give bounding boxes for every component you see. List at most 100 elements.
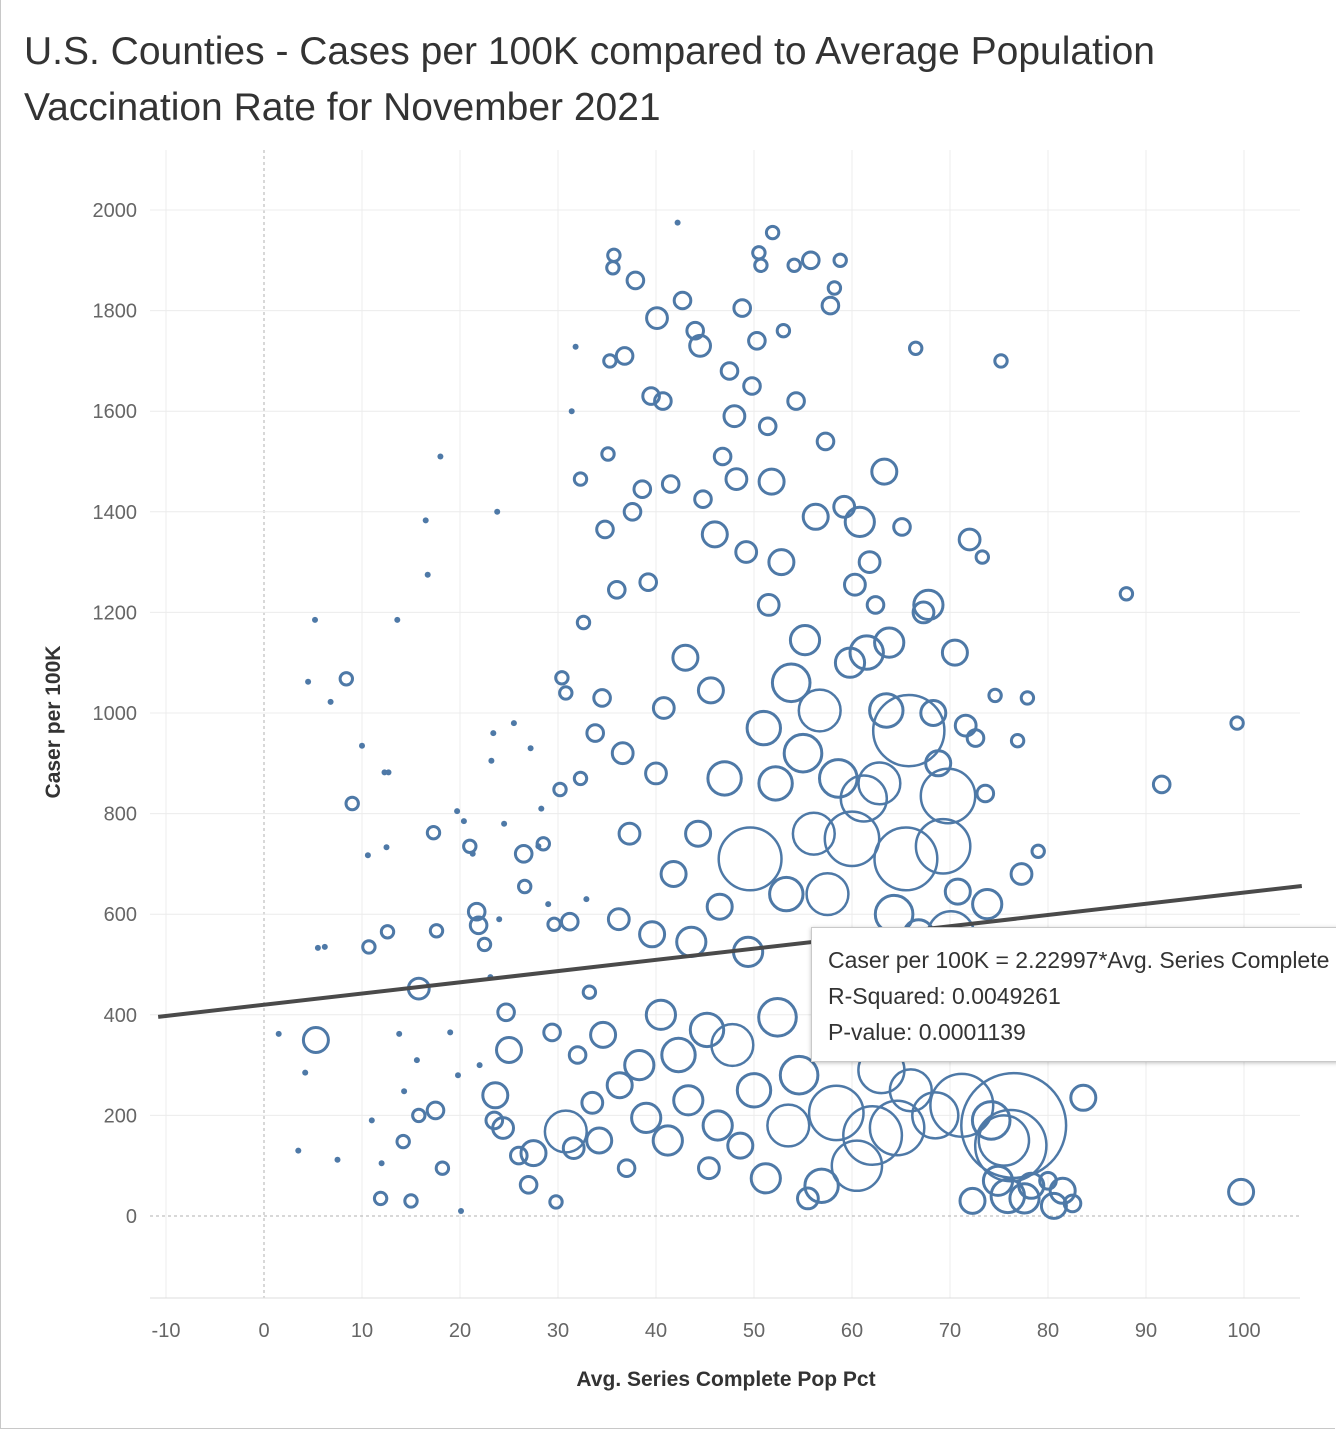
data-point[interactable] [572, 770, 589, 787]
data-point[interactable] [973, 1108, 1048, 1183]
data-point[interactable] [786, 257, 802, 273]
data-point[interactable] [622, 502, 643, 522]
data-point[interactable] [568, 408, 575, 415]
data-point[interactable] [911, 1091, 960, 1140]
data-point[interactable] [605, 1071, 634, 1100]
data-point[interactable] [581, 984, 598, 1000]
data-point[interactable] [379, 924, 396, 940]
data-point[interactable] [638, 920, 667, 949]
data-point[interactable] [614, 346, 635, 366]
data-point[interactable] [1008, 1182, 1041, 1215]
data-point[interactable] [908, 340, 924, 356]
data-point[interactable] [865, 595, 886, 615]
data-point[interactable] [437, 453, 444, 460]
data-point[interactable] [422, 517, 429, 524]
data-point[interactable] [688, 333, 712, 358]
data-point[interactable] [857, 550, 882, 574]
data-point[interactable] [623, 1049, 656, 1082]
data-point[interactable] [807, 1084, 865, 1142]
data-point[interactable] [749, 1162, 782, 1195]
data-point[interactable] [660, 1036, 697, 1074]
data-point[interactable] [535, 836, 551, 852]
data-point[interactable] [832, 252, 848, 268]
data-point[interactable] [509, 1145, 529, 1166]
data-point[interactable] [911, 600, 936, 625]
data-point[interactable] [606, 247, 622, 264]
data-point[interactable] [644, 998, 678, 1031]
data-point[interactable] [803, 1167, 840, 1205]
data-point[interactable] [538, 805, 545, 812]
data-point[interactable] [1069, 1083, 1098, 1112]
data-point[interactable] [919, 699, 948, 727]
data-point[interactable] [697, 1156, 721, 1181]
data-point[interactable] [957, 527, 982, 552]
data-point[interactable] [651, 696, 676, 720]
data-point[interactable] [826, 280, 843, 296]
data-point[interactable] [756, 593, 781, 617]
data-point[interactable] [770, 662, 812, 704]
data-point[interactable] [466, 901, 487, 922]
data-point[interactable] [870, 457, 899, 486]
data-point[interactable] [653, 391, 673, 411]
data-point[interactable] [660, 474, 681, 494]
data-point[interactable] [372, 1190, 389, 1207]
data-points[interactable] [275, 219, 1256, 1220]
data-point[interactable] [334, 1156, 341, 1163]
data-point[interactable] [434, 1160, 451, 1176]
data-point[interactable] [394, 616, 401, 623]
data-point[interactable] [572, 471, 589, 487]
data-point[interactable] [610, 741, 635, 766]
data-point[interactable] [490, 730, 497, 737]
data-point[interactable] [368, 1117, 375, 1124]
data-point[interactable] [517, 878, 533, 895]
data-point[interactable] [572, 343, 579, 350]
data-point[interactable] [993, 353, 1009, 369]
data-point[interactable] [830, 1139, 884, 1193]
data-point[interactable] [645, 306, 669, 331]
data-point[interactable] [701, 1109, 734, 1142]
data-point[interactable] [548, 1194, 564, 1210]
data-point[interactable] [518, 1175, 539, 1195]
data-point[interactable] [592, 688, 612, 708]
data-point[interactable] [644, 761, 668, 786]
data-point[interactable] [839, 774, 889, 823]
data-point[interactable] [1009, 733, 1026, 749]
data-point[interactable] [717, 826, 783, 892]
data-point[interactable] [481, 1081, 510, 1110]
data-point[interactable] [975, 783, 996, 804]
data-point[interactable] [305, 678, 312, 685]
data-point[interactable] [585, 723, 606, 743]
data-point[interactable] [757, 467, 786, 496]
data-point[interactable] [1019, 690, 1036, 706]
data-point[interactable] [672, 1084, 705, 1117]
data-point[interactable] [1062, 1193, 1083, 1214]
data-point[interactable] [458, 1208, 464, 1214]
data-point[interactable] [912, 588, 945, 622]
data-point[interactable] [585, 1126, 614, 1155]
data-point[interactable] [468, 915, 489, 936]
data-point[interactable] [275, 1030, 282, 1037]
data-point[interactable] [958, 1186, 987, 1215]
data-point[interactable] [425, 825, 442, 841]
data-point[interactable] [1227, 1177, 1256, 1206]
data-point[interactable] [454, 808, 461, 815]
data-point[interactable] [638, 572, 659, 593]
data-point[interactable] [321, 943, 328, 950]
data-point[interactable] [546, 916, 562, 932]
data-point[interactable] [700, 520, 729, 549]
data-point[interactable] [1151, 774, 1172, 795]
data-point[interactable] [641, 386, 661, 406]
data-point[interactable] [788, 624, 822, 657]
data-point[interactable] [919, 767, 977, 825]
data-point[interactable] [722, 404, 747, 429]
data-point[interactable] [1229, 715, 1245, 731]
data-point[interactable] [510, 720, 517, 727]
data-point[interactable] [892, 517, 912, 537]
data-point[interactable] [378, 1160, 385, 1167]
data-point[interactable] [843, 505, 876, 539]
data-point[interactable] [314, 944, 321, 951]
data-point[interactable] [295, 1147, 302, 1154]
data-point[interactable] [672, 290, 693, 311]
data-point[interactable] [706, 760, 743, 797]
data-point[interactable] [476, 1062, 483, 1069]
